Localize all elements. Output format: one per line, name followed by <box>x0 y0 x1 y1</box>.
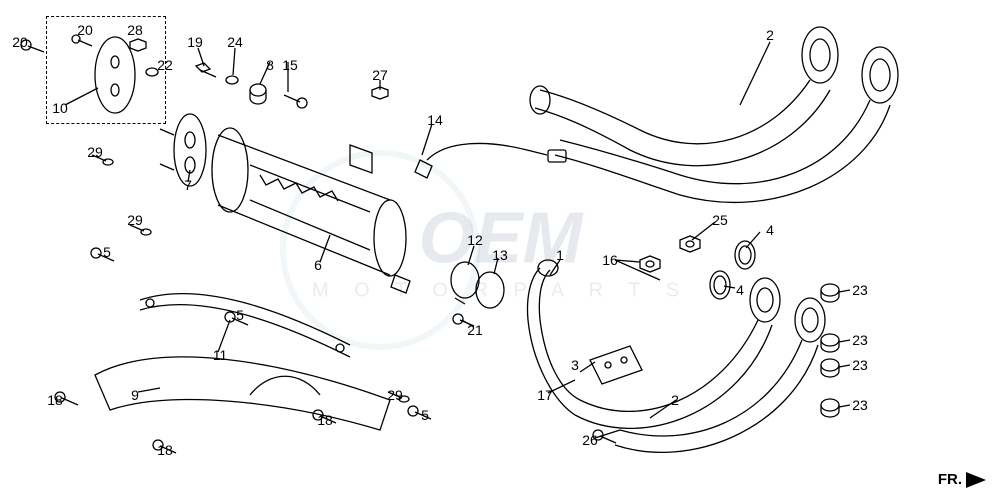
callout-label: 7 <box>184 177 192 193</box>
callout-label: 5 <box>236 307 244 323</box>
callout-label: 23 <box>852 397 868 413</box>
callout-label: 22 <box>157 57 173 73</box>
callout-label: 14 <box>427 112 443 128</box>
sensor <box>372 80 566 178</box>
diagram-container: OEM M O T O R P A R T S <box>0 0 1001 500</box>
callout-label: 2 <box>766 27 774 43</box>
callout-label: 18 <box>317 412 333 428</box>
callout-label: 26 <box>582 432 598 448</box>
callout-label: 23 <box>852 357 868 373</box>
callout-label: 25 <box>712 212 728 228</box>
callout-label: 9 <box>131 387 139 403</box>
callout-label: 13 <box>492 247 508 263</box>
callout-label: 19 <box>187 34 203 50</box>
callout-label: 29 <box>87 144 103 160</box>
muffler <box>212 128 410 293</box>
callout-label: 11 <box>213 347 228 363</box>
callout-label: 5 <box>103 244 111 260</box>
callout-label: 16 <box>602 252 618 268</box>
callout-label: 17 <box>537 387 553 403</box>
callout-label: 28 <box>127 22 143 38</box>
callout-label: 5 <box>421 407 429 423</box>
front-direction-indicator: FR. <box>938 471 986 488</box>
fr-label: FR. <box>938 471 962 488</box>
callout-label: 12 <box>467 232 483 248</box>
callout-label: 23 <box>852 332 868 348</box>
callout-label: 21 <box>467 322 483 338</box>
callout-label: 20 <box>12 34 28 50</box>
callout-label: 3 <box>571 357 579 373</box>
callout-label: 8 <box>266 57 274 73</box>
callout-label: 27 <box>372 67 388 83</box>
callout-label: 10 <box>52 100 68 116</box>
flange-nuts <box>821 284 850 417</box>
callout-label: 15 <box>282 57 298 73</box>
callout-label: 18 <box>157 442 173 458</box>
callout-label: 2 <box>671 392 679 408</box>
callout-label: 4 <box>736 282 744 298</box>
end-cap <box>160 114 206 186</box>
shield-bolts <box>55 155 616 453</box>
exhaust-pipe-2 <box>530 27 898 202</box>
cover-plate <box>21 35 158 113</box>
callout-label: 18 <box>47 392 63 408</box>
callout-label: 20 <box>77 22 93 38</box>
callout-label: 23 <box>852 282 868 298</box>
fr-arrow-icon <box>966 472 986 488</box>
callout-label: 6 <box>314 257 322 273</box>
callout-label: 24 <box>227 34 243 50</box>
callout-label: 29 <box>387 387 403 403</box>
callout-label: 4 <box>766 222 774 238</box>
callout-label: 1 <box>556 247 564 263</box>
callout-label: 29 <box>127 212 143 228</box>
